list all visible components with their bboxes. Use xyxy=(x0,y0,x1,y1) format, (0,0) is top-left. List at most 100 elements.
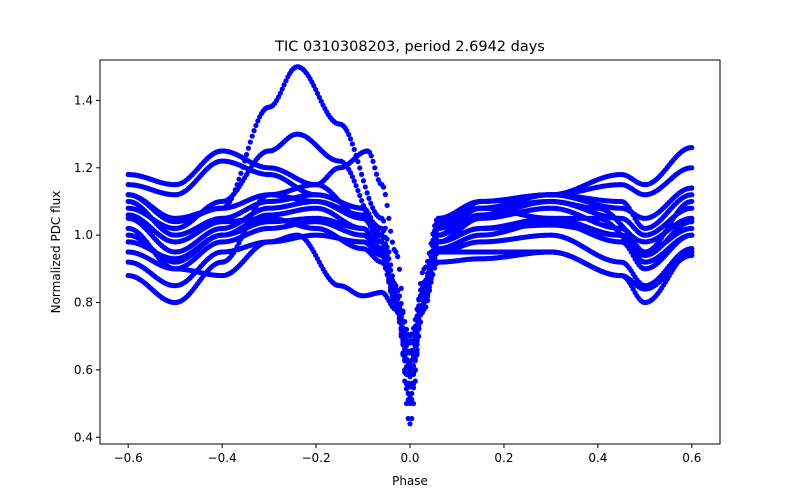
data-point xyxy=(240,232,246,238)
data-point xyxy=(409,390,415,397)
y-tick-label: 0.4 xyxy=(74,430,93,444)
data-point xyxy=(238,170,244,176)
data-point xyxy=(353,183,359,189)
data-point xyxy=(428,276,434,282)
data-point xyxy=(386,276,392,282)
data-point xyxy=(432,227,438,234)
data-point xyxy=(386,215,392,221)
data-point xyxy=(412,316,418,323)
data-point xyxy=(316,94,322,100)
data-point xyxy=(409,415,415,422)
data-point xyxy=(380,248,387,254)
data-point xyxy=(395,288,401,294)
data-point xyxy=(414,350,420,356)
data-point xyxy=(423,277,429,283)
data-point xyxy=(247,139,253,145)
data-point xyxy=(389,294,395,300)
data-point xyxy=(425,294,431,300)
data-point xyxy=(403,358,410,364)
data-point xyxy=(395,253,401,260)
y-tick-label: 0.8 xyxy=(74,296,93,310)
data-point xyxy=(407,400,413,407)
data-point xyxy=(389,239,395,245)
data-point xyxy=(409,338,415,344)
data-point xyxy=(370,158,376,164)
data-point xyxy=(425,297,431,303)
data-point xyxy=(360,178,367,184)
y-tick-label: 1.2 xyxy=(74,161,93,175)
data-point xyxy=(314,90,321,97)
x-tick-label: −0.4 xyxy=(208,451,237,465)
data-point xyxy=(398,333,404,339)
data-point xyxy=(414,342,420,348)
data-point xyxy=(380,218,387,224)
data-point xyxy=(432,254,438,261)
data-point xyxy=(351,178,357,184)
data-point xyxy=(238,236,244,242)
data-point xyxy=(689,246,695,252)
data-point xyxy=(382,191,388,198)
data-point xyxy=(366,195,372,201)
data-point xyxy=(395,310,401,316)
data-point xyxy=(245,145,252,151)
y-tick-label: 0.6 xyxy=(74,363,93,377)
data-point xyxy=(382,254,388,261)
data-point xyxy=(400,310,406,316)
data-point xyxy=(253,122,259,129)
x-tick-label: −0.2 xyxy=(301,451,330,465)
data-point xyxy=(689,252,695,258)
chart-title: TIC 0310308203, period 2.6942 days xyxy=(274,39,545,55)
data-point xyxy=(372,165,378,171)
data-point xyxy=(283,78,289,84)
data-point xyxy=(412,367,418,373)
data-point xyxy=(279,86,285,92)
data-point xyxy=(398,301,404,307)
data-point xyxy=(689,219,695,225)
x-axis-label: Phase xyxy=(392,474,428,488)
data-point xyxy=(402,367,408,373)
data-point xyxy=(346,131,352,138)
x-tick-label: 0.2 xyxy=(494,451,513,465)
data-point xyxy=(355,187,361,194)
data-point xyxy=(347,136,354,142)
data-point xyxy=(388,228,394,234)
data-point xyxy=(689,192,695,198)
data-point xyxy=(426,261,432,267)
data-point xyxy=(400,350,406,356)
data-point xyxy=(412,346,418,352)
data-point xyxy=(364,190,370,196)
x-tick-label: −0.6 xyxy=(114,451,143,465)
data-point xyxy=(351,146,357,153)
data-point xyxy=(362,184,368,190)
data-point xyxy=(403,326,410,332)
data-point xyxy=(359,198,365,204)
data-point xyxy=(380,261,387,267)
data-point xyxy=(380,228,387,234)
data-point xyxy=(388,287,394,294)
data-point xyxy=(396,319,403,325)
data-point xyxy=(689,225,695,232)
data-point xyxy=(281,82,287,88)
y-tick-label: 1.0 xyxy=(74,228,93,242)
data-point xyxy=(396,293,403,299)
data-point xyxy=(384,202,390,209)
data-point xyxy=(243,151,250,158)
data-point xyxy=(349,174,356,180)
data-point xyxy=(430,237,436,243)
data-point xyxy=(689,165,695,171)
y-tick-label: 1.4 xyxy=(74,93,93,107)
data-point xyxy=(410,371,417,377)
data-point xyxy=(255,118,261,124)
data-point xyxy=(428,249,434,255)
data-point xyxy=(410,357,417,363)
x-tick-label: 0.0 xyxy=(400,451,419,465)
x-axis: −0.6 −0.4 −0.2 0.0 0.2 0.4 0.6 xyxy=(114,444,701,465)
data-points xyxy=(125,64,695,427)
data-point xyxy=(410,381,417,387)
data-point xyxy=(357,192,363,199)
data-point xyxy=(347,170,354,176)
data-point xyxy=(355,158,361,165)
data-point xyxy=(236,240,242,246)
data-point xyxy=(689,205,695,211)
